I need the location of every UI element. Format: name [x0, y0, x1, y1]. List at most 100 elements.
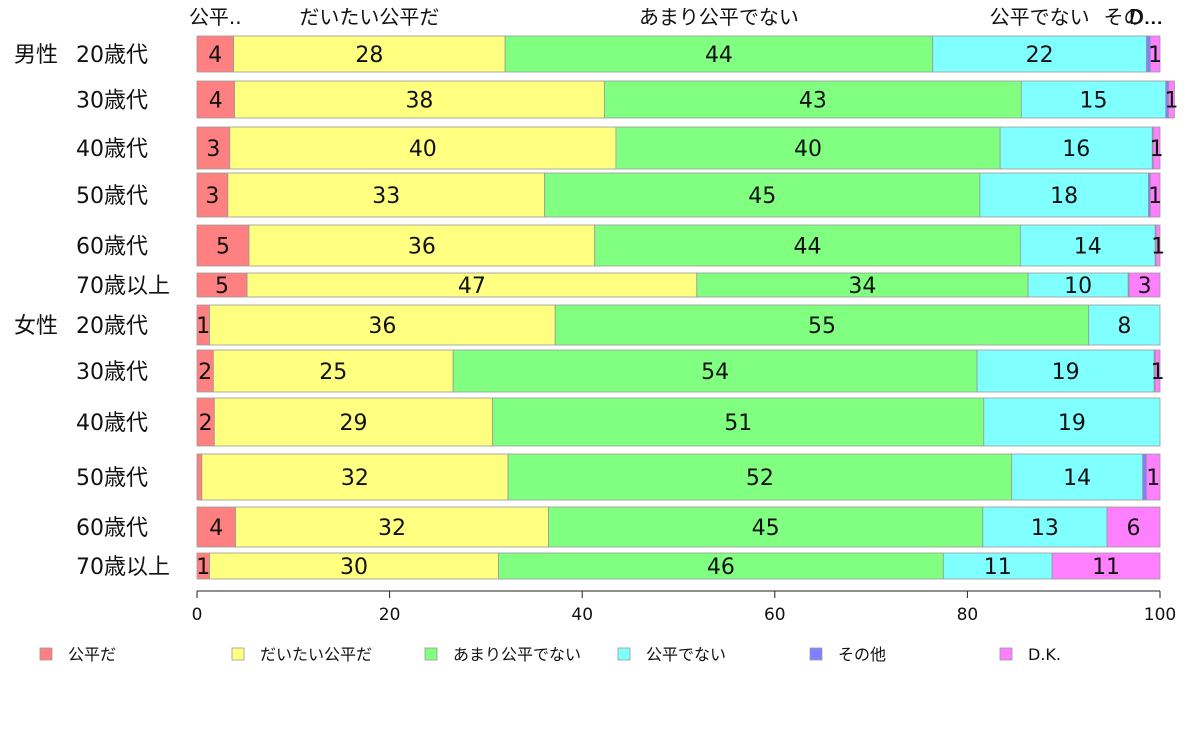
data-label: 4	[208, 43, 222, 68]
bar-segment	[212, 349, 454, 393]
column-headers: 公平.. だいたい公平だ あまり公平でない 公平でない その...D...	[189, 5, 1163, 29]
bar-segment	[507, 453, 1013, 501]
data-label: 1	[1151, 235, 1165, 260]
data-label: 46	[707, 555, 735, 580]
x-tick-label: 0	[192, 605, 203, 625]
bar-row: 32 52 14 1	[196, 453, 1161, 501]
bar-segment	[229, 126, 617, 170]
data-label: 2	[198, 360, 212, 385]
x-axis: 0 20 40 60 80 100	[192, 590, 1176, 625]
row-label: 50歳代	[76, 184, 148, 209]
bar-segment	[196, 224, 250, 267]
bar-segment	[1051, 552, 1161, 580]
data-label: 38	[405, 89, 433, 114]
legend-swatch	[809, 647, 823, 661]
legend: 公平だ だいたい公平だ あまり公平でない 公平でない その他 D.K.	[39, 645, 1061, 664]
data-label: 11	[984, 555, 1012, 580]
bar-row: 4 38 43 15 1	[196, 80, 1179, 119]
bar-segment	[1019, 224, 1156, 267]
legend-item: D.K.	[999, 645, 1061, 664]
x-tick-label: 20	[379, 605, 401, 625]
data-label: 14	[1063, 466, 1091, 491]
legend-label: その他	[838, 645, 886, 664]
bar-segment	[1154, 349, 1161, 393]
bar-segment	[976, 349, 1155, 393]
data-label: 4	[209, 89, 223, 114]
data-label: 11	[1092, 555, 1120, 580]
bar-segment	[1149, 172, 1161, 218]
row-label: 70歳以上	[76, 274, 170, 299]
data-label: 36	[408, 235, 436, 260]
data-label: 5	[215, 274, 229, 299]
bar-segment	[213, 397, 494, 447]
data-label: 13	[1031, 516, 1059, 541]
bar-segment	[196, 35, 234, 73]
bar-segment	[979, 172, 1149, 218]
data-label: 16	[1062, 137, 1090, 162]
data-label: 1	[1146, 466, 1160, 491]
row-label: 30歳代	[76, 89, 148, 114]
bar-segment	[696, 272, 1029, 298]
data-label: 34	[848, 274, 876, 299]
bar-segment	[196, 126, 231, 170]
data-label: 2	[199, 411, 213, 436]
column-header: 公平でない	[990, 5, 1090, 29]
bar-segment	[209, 552, 499, 580]
bar-segment	[1088, 304, 1161, 346]
bar-segment	[233, 35, 506, 73]
column-header: D...	[1129, 5, 1163, 29]
data-label: 1	[1148, 184, 1162, 209]
bar-row: 1 30 46 11 11	[196, 552, 1161, 580]
bar-segment	[1149, 35, 1161, 73]
bar-segment	[594, 224, 1021, 267]
bar-row: 2 25 54 19 1	[196, 349, 1165, 393]
x-tick-label: 100	[1144, 605, 1176, 625]
data-label: 32	[378, 516, 406, 541]
row-labels: 20歳代 30歳代 40歳代 50歳代 60歳代 70歳以上 20歳代 30歳代 40歳代 50歳…	[14, 43, 170, 580]
data-label: 15	[1080, 89, 1108, 114]
bar-segment	[246, 272, 698, 298]
legend-swatch	[39, 647, 53, 661]
bar-segment	[554, 304, 1090, 346]
data-label: 40	[409, 137, 437, 162]
data-label: 8	[1117, 314, 1131, 339]
data-label: 3	[1138, 274, 1152, 299]
data-label: 4	[209, 516, 223, 541]
bar-segment	[603, 80, 1022, 119]
data-label: 54	[701, 360, 729, 385]
bar-row: 4 32 45 13 6	[196, 506, 1161, 548]
data-label: 32	[341, 466, 369, 491]
data-label: 19	[1058, 411, 1086, 436]
bar-segment	[196, 506, 236, 548]
data-label: 51	[724, 411, 752, 436]
legend-label: だいたい公平だ	[260, 645, 372, 664]
bar-segment	[209, 304, 556, 346]
bar-segment	[982, 506, 1108, 548]
legend-label: D.K.	[1028, 645, 1061, 664]
bar-row: 5 36 44 14 1	[196, 224, 1165, 267]
bar-segment	[1146, 453, 1161, 501]
bar-segment	[452, 349, 978, 393]
bar-row: 2 29 51 19	[196, 397, 1161, 447]
data-label: 28	[355, 43, 383, 68]
bar-segment	[548, 506, 984, 548]
x-tick-label: 80	[957, 605, 979, 625]
data-label: 43	[799, 89, 827, 114]
legend-item: あまり公平でない	[424, 645, 581, 664]
data-label: 45	[748, 184, 776, 209]
data-label: 25	[319, 360, 347, 385]
legend-swatch	[999, 647, 1013, 661]
data-label: 47	[458, 274, 486, 299]
bar-segment	[234, 80, 605, 119]
bar-segment	[196, 272, 248, 298]
data-label: 45	[752, 516, 780, 541]
legend-label: あまり公平でない	[453, 645, 581, 664]
bars: 4 28 44 22 14 38 43 15 13 40 40 16 13 33 45 18 15 36 44 14 1…	[196, 35, 1179, 580]
bar-row: 3 40 40 16 1	[196, 126, 1164, 170]
data-label: 6	[1127, 516, 1141, 541]
bar-segment	[504, 35, 934, 73]
bar-segment	[1106, 506, 1161, 548]
data-label: 10	[1064, 274, 1092, 299]
column-header: あまり公平でない	[639, 5, 799, 29]
